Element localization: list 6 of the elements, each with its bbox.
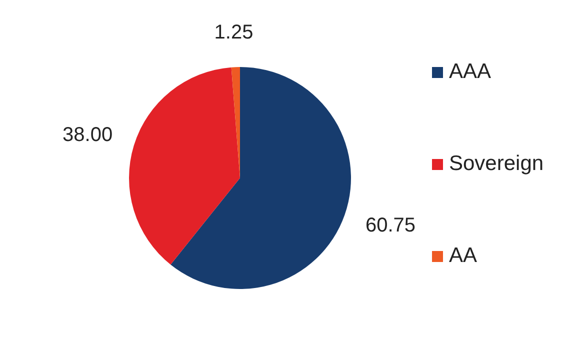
legend-label: AAA bbox=[449, 60, 492, 84]
data-label: 38.00 bbox=[62, 124, 113, 146]
legend-label: Sovereign bbox=[449, 152, 544, 176]
legend-label: AA bbox=[449, 244, 478, 268]
data-label: 1.25 bbox=[214, 22, 254, 44]
data-label: 60.75 bbox=[365, 214, 416, 237]
